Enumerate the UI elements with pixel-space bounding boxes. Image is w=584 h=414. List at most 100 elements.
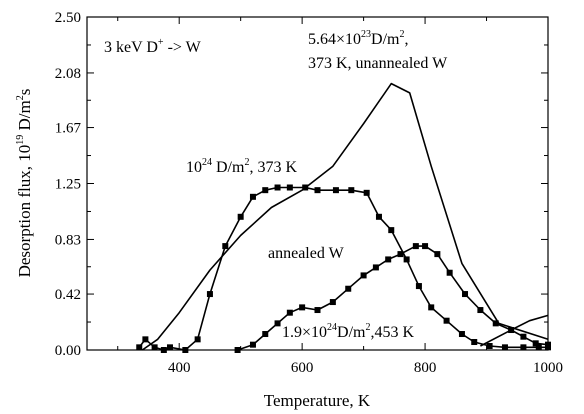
series-2-point bbox=[458, 331, 465, 338]
x-tick-label: 400 bbox=[168, 360, 191, 376]
series-3-point bbox=[249, 341, 256, 348]
series-2-point bbox=[151, 344, 158, 351]
series-layer bbox=[136, 82, 551, 353]
series-2-point bbox=[348, 187, 355, 194]
annotation-top-tail: , bbox=[404, 31, 408, 48]
y-axis-title: Desorption flux, 1019 D/m2s bbox=[15, 89, 34, 278]
series-2-point bbox=[182, 347, 189, 353]
series-3-point bbox=[434, 251, 441, 258]
annotation-ion-pre: 3 keV D bbox=[104, 39, 158, 56]
series-3-point bbox=[412, 243, 419, 250]
series-2-point bbox=[302, 184, 309, 191]
annotation-ion-post: -> W bbox=[164, 39, 202, 56]
series-2-point bbox=[520, 344, 527, 351]
series-2-point bbox=[286, 184, 293, 191]
series-2-point bbox=[501, 344, 508, 351]
annotation-top-pre: 5.64×10 bbox=[308, 31, 361, 48]
series-3-point bbox=[372, 264, 379, 271]
annotation-ion-sup: + bbox=[158, 37, 164, 48]
y-axis-title-unit: D/m bbox=[15, 100, 34, 134]
y-tick-label: 1.67 bbox=[55, 121, 82, 137]
series-2-point bbox=[375, 213, 382, 220]
series-2-point bbox=[166, 344, 173, 351]
annotation-mid-post: D/m bbox=[212, 159, 245, 176]
y-axis-title-exp: 19 bbox=[15, 135, 26, 145]
series-2-point bbox=[403, 256, 410, 263]
y-tick-label: 0.00 bbox=[55, 343, 81, 359]
series-3-point bbox=[262, 331, 269, 338]
series-2-point bbox=[222, 243, 229, 250]
series-2-point bbox=[237, 213, 244, 220]
x-tick-label: 600 bbox=[291, 360, 314, 376]
annotation-mid-sup2: 2 bbox=[244, 157, 249, 168]
series-2-point bbox=[332, 187, 339, 194]
series-2-point bbox=[443, 317, 450, 324]
series-3-point bbox=[446, 269, 453, 276]
y-tick-label: 0.42 bbox=[55, 287, 81, 303]
series-3-point bbox=[532, 340, 539, 347]
series-2-point bbox=[262, 187, 269, 194]
y-axis-title-unit-exp: 2 bbox=[15, 95, 26, 100]
y-tick-label: 1.25 bbox=[55, 177, 81, 193]
annotation-mid-sup: 24 bbox=[202, 157, 212, 168]
series-3-point bbox=[397, 251, 404, 258]
series-3-point bbox=[492, 320, 499, 327]
series-2-point bbox=[388, 227, 395, 234]
y-axis-title-tail: s bbox=[15, 89, 34, 96]
annotation-mid-tail: , 373 K bbox=[249, 159, 297, 176]
series-2-point bbox=[194, 336, 201, 343]
series-2-point bbox=[428, 304, 435, 311]
annotation-mid: 1024 D/m2, 373 K bbox=[186, 157, 297, 176]
annotation-top-line1: 5.64×1023D/m2, bbox=[308, 29, 408, 48]
y-tick-label: 0.83 bbox=[55, 232, 81, 248]
series-2-point bbox=[249, 193, 256, 200]
series-2-point bbox=[486, 343, 493, 350]
series-3-point bbox=[360, 272, 367, 279]
annotation-ion: 3 keV D+ -> W bbox=[104, 37, 202, 56]
series-3-point bbox=[314, 307, 321, 314]
y-tick-label: 2.08 bbox=[55, 66, 81, 82]
x-tick-label: 1000 bbox=[533, 360, 563, 376]
series-2-point bbox=[142, 336, 149, 343]
annotation-bottom-pre: 1.9×10 bbox=[282, 324, 327, 341]
annotation-top-post: D/m bbox=[371, 31, 400, 48]
annotation-annealed: annealed W bbox=[268, 245, 345, 262]
annotation-mid-pre: 10 bbox=[186, 159, 202, 176]
series-2-point bbox=[160, 347, 167, 353]
tick-labels: 400 600 800 1000 0.00 0.42 0.83 1.25 1.67 2.08 2.5… bbox=[55, 10, 563, 376]
series-2-point bbox=[363, 189, 370, 196]
annotation-bottom-sup: 24 bbox=[327, 322, 337, 333]
annotation-bottom: 1.9×1024D/m2,453 K bbox=[282, 322, 414, 341]
series-3-point bbox=[329, 299, 336, 306]
series-3-point bbox=[520, 333, 527, 340]
series-3-point bbox=[462, 291, 469, 298]
series-3-point bbox=[234, 347, 241, 353]
y-axis-title-main: Desorption flux, 10 bbox=[15, 145, 34, 278]
series-2-point bbox=[415, 283, 422, 290]
annotation-bottom-post: D/m bbox=[337, 324, 366, 341]
series-1-line bbox=[141, 82, 549, 351]
x-tick-label: 800 bbox=[414, 360, 437, 376]
annotation-top-line2: 373 K, unannealed W bbox=[308, 55, 448, 72]
series-4-line bbox=[480, 314, 549, 347]
series-3-point bbox=[385, 256, 392, 263]
series-2-point bbox=[206, 291, 213, 298]
series-2-point bbox=[471, 339, 478, 346]
annotation-top-sup: 23 bbox=[361, 29, 371, 40]
series-3-point bbox=[545, 341, 551, 348]
series-3-point bbox=[345, 285, 352, 292]
x-axis-title: Temperature, K bbox=[264, 391, 371, 410]
annotation-bottom-sup2: 2 bbox=[365, 322, 370, 333]
series-2-point bbox=[314, 187, 321, 194]
annotation-top-sup2: 2 bbox=[399, 29, 404, 40]
series-2-point bbox=[535, 344, 542, 351]
annotation-bottom-tail: ,453 K bbox=[370, 324, 414, 341]
series-2-point bbox=[274, 184, 281, 191]
series-3-point bbox=[299, 304, 306, 311]
series-3-point bbox=[274, 320, 281, 327]
series-2-point bbox=[136, 344, 143, 351]
tick-marks bbox=[87, 16, 549, 351]
series-3-point bbox=[286, 309, 293, 316]
series-3-point bbox=[422, 243, 429, 250]
